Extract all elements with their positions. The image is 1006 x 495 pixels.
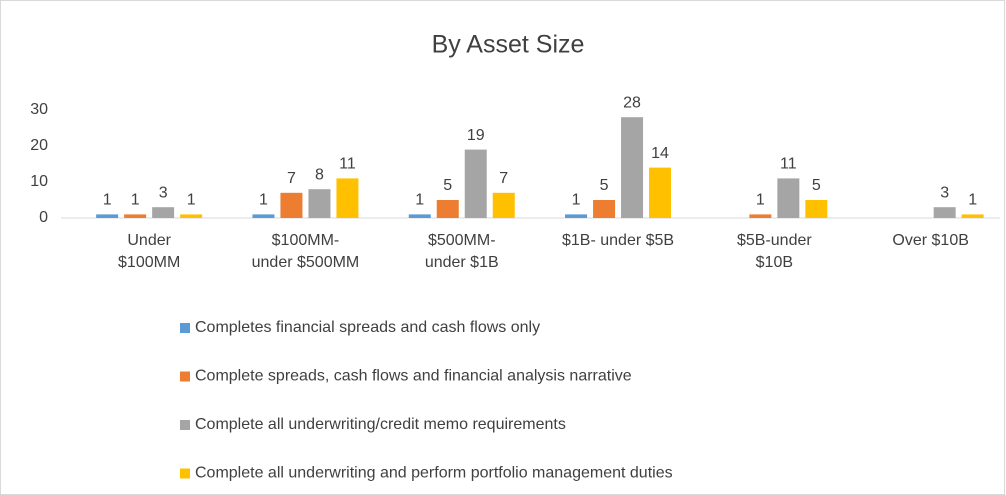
data-label: 5 [443,177,452,194]
data-label: 11 [339,156,356,173]
bar [933,207,956,218]
data-label: 1 [103,192,112,209]
x-tick-label: $500MM- under $1B [424,232,499,271]
data-label: 19 [467,127,485,144]
data-label: 8 [315,166,324,183]
data-label: 14 [651,145,669,162]
data-label: 1 [415,192,424,209]
data-label: 1 [968,192,977,209]
legend-swatch [180,371,190,382]
data-label: 7 [499,170,508,187]
bar [124,214,147,218]
data-label: 3 [940,184,949,201]
bar [749,214,772,218]
data-label: 11 [780,156,797,173]
data-label: 1 [572,192,581,209]
data-label: 7 [287,170,296,187]
chart-title: By Asset Size [432,31,585,59]
x-tick-label: $100MM- under $500MM [251,232,360,271]
data-label: 1 [131,192,140,209]
data-label: 1 [187,192,196,209]
bar [436,200,459,218]
bar [336,178,359,218]
bar [777,178,800,218]
y-tick-label: 0 [39,209,48,226]
bar [565,214,588,218]
x-tick-label: $5B-under $10B [736,232,812,271]
data-label: 1 [259,192,268,209]
bar [180,214,203,218]
y-tick-label: 10 [30,173,48,190]
bar [805,200,828,218]
x-tick-label-box: $1B- under $5B [562,232,675,249]
bar [464,149,487,218]
legend-swatch [180,323,190,333]
bar [280,192,303,218]
legend-swatch [180,420,190,430]
x-tick-label-box: $5B-under $10B [736,232,812,271]
bar [408,214,431,218]
x-tick-label-box: $100MM- under $500MM [251,232,360,271]
data-label: 5 [600,177,609,194]
x-tick-label-box: Over $10B [892,232,969,249]
y-tick-label: 20 [30,137,48,154]
y-tick-label: 30 [30,101,48,118]
data-label: 5 [812,177,821,194]
bar [252,214,275,218]
bar [593,200,616,218]
data-label: 1 [756,192,765,209]
data-label: 28 [623,94,641,111]
x-tick-label-box: $500MM- under $1B [424,232,499,271]
legend-label: Completes financial spreads and cash flo… [195,319,540,336]
bar [152,207,175,218]
legend-label: Complete all underwriting/credit memo re… [195,416,566,433]
x-tick-label: $1B- under $5B [562,232,675,249]
legend-label: Complete spreads, cash flows and financi… [195,368,632,385]
bar [961,214,984,218]
legend-swatch [180,468,190,479]
bar [492,192,515,218]
bar [96,214,119,218]
bar [308,189,331,218]
legend-label: Complete all underwriting and perform po… [195,465,673,482]
x-tick-label: Under $100MM [118,232,181,271]
x-tick-label-box: Under $100MM [118,232,181,271]
x-tick-label: Over $10B [892,232,969,249]
bar [621,117,644,218]
bar [649,167,672,218]
data-label: 3 [159,184,168,201]
